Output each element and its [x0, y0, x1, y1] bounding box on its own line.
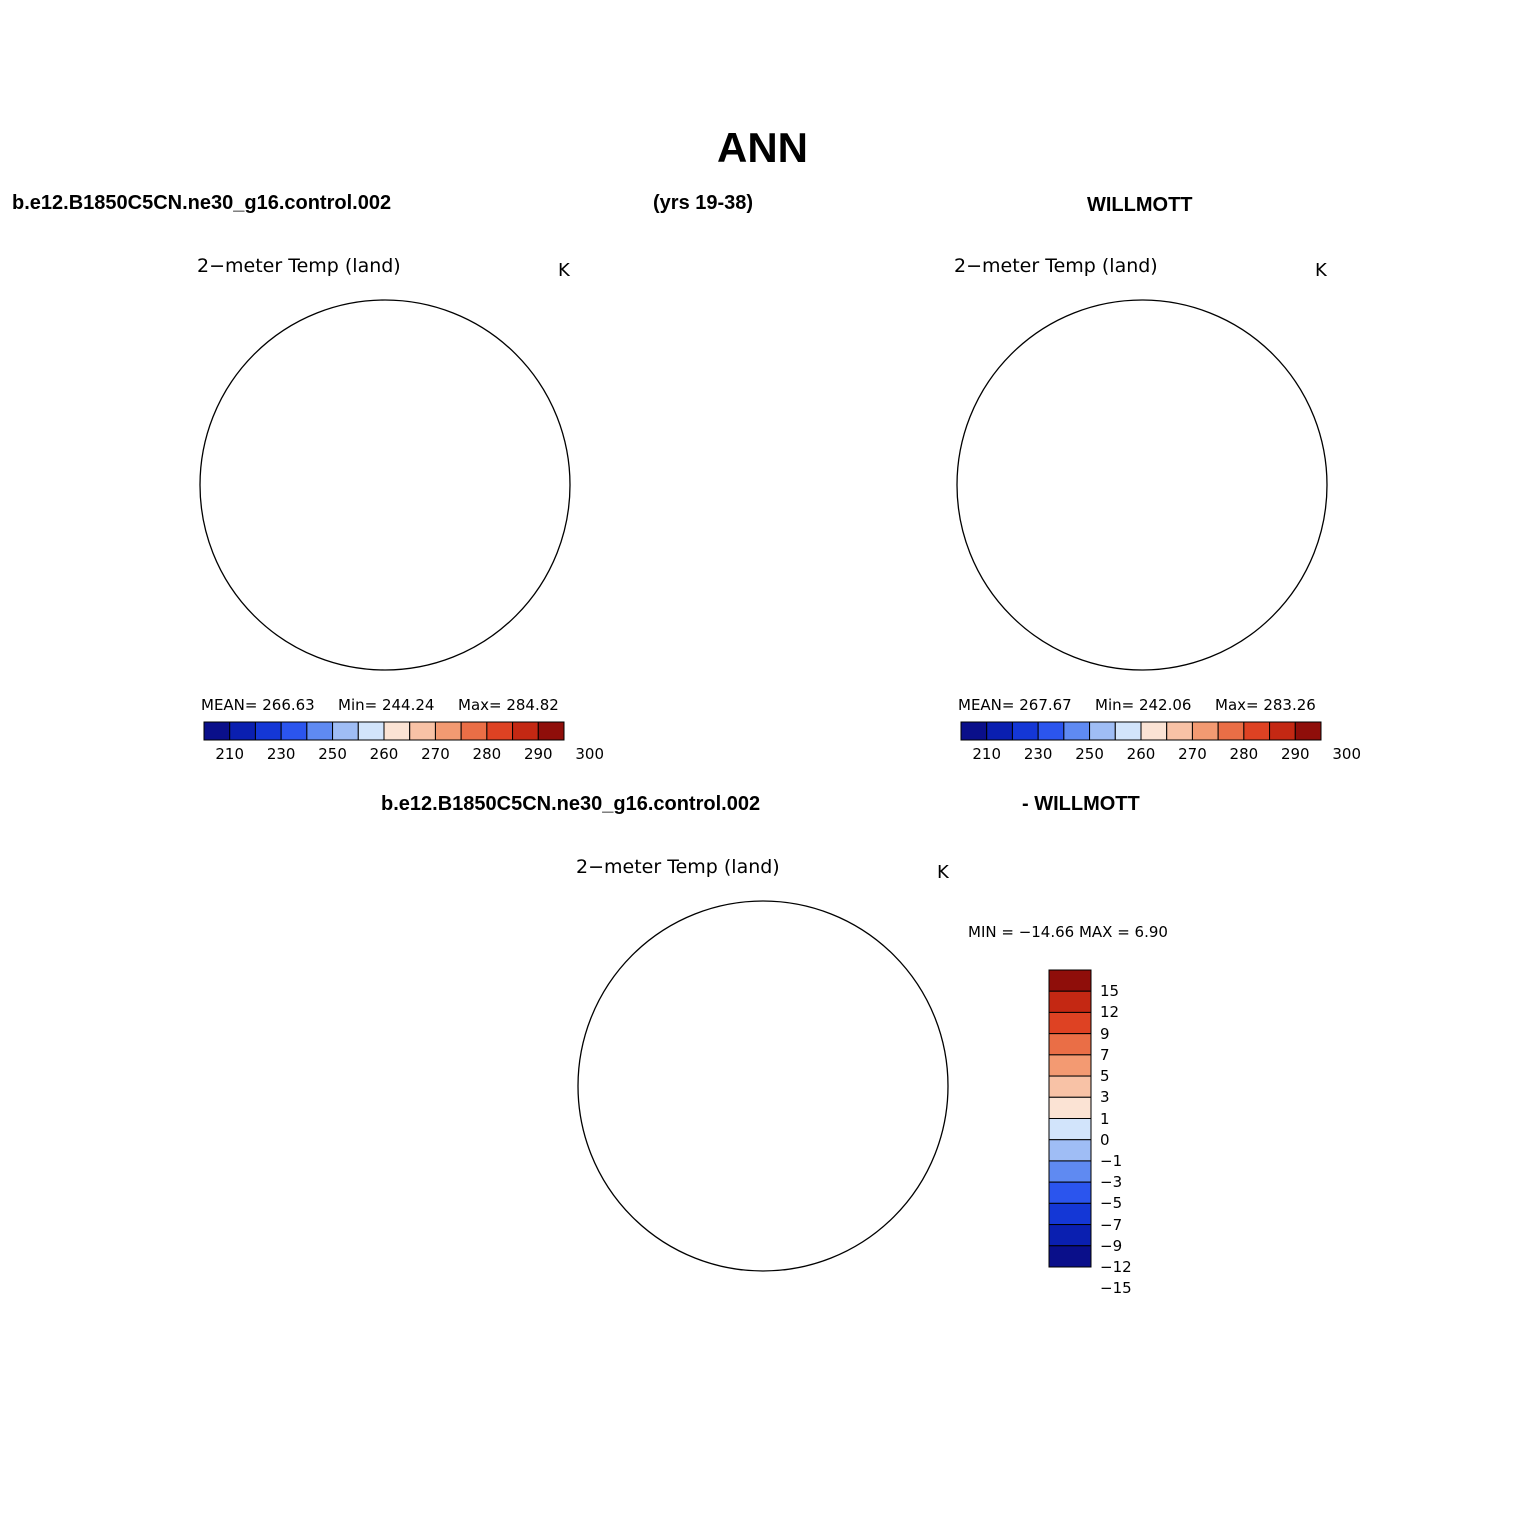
panel2-max: Max= 283.26: [1215, 696, 1316, 714]
colorbar-box: [1269, 721, 1296, 741]
panel2-min: Min= 242.06: [1095, 696, 1192, 714]
panel2-colorbar: [960, 721, 1322, 741]
colorbar-box: [537, 721, 565, 741]
colorbar-tick-label: −3: [1100, 1173, 1123, 1192]
colorbar-box: [1089, 721, 1116, 741]
panel2-units: K: [1315, 260, 1327, 281]
colorbar-box: [1191, 721, 1219, 741]
colorbar-tick-label: 12: [1100, 1003, 1120, 1022]
panel1-mean: MEAN= 266.63: [201, 696, 315, 714]
colorbar-tick-label: 280: [472, 745, 502, 763]
colorbar-tick-label: −1: [1100, 1151, 1123, 1170]
colorbar-tick-label: −5: [1100, 1194, 1123, 1213]
colorbar-box: [1048, 1118, 1092, 1141]
colorbar-box: [1294, 721, 1322, 741]
colorbar-tick-label: −15: [1100, 1279, 1132, 1298]
panel3-units: K: [937, 862, 949, 883]
colorbar-tick-label: 260: [369, 745, 399, 763]
panel3-title: 2−meter Temp (land): [576, 856, 780, 878]
colorbar-box: [1217, 721, 1245, 741]
colorbar-tick-label: 270: [1178, 745, 1207, 763]
colorbar-box: [383, 721, 411, 741]
colorbar-box: [1048, 1075, 1092, 1098]
colorbar-tick-label: 290: [1280, 745, 1310, 763]
colorbar-tick-label: 5: [1100, 1067, 1110, 1086]
colorbar-tick-label: 7: [1100, 1045, 1110, 1064]
colorbar-tick-label: 230: [266, 745, 296, 763]
colorbar-tick-label: 270: [421, 745, 450, 763]
colorbar-box: [1048, 1181, 1092, 1204]
colorbar-box: [1048, 1202, 1092, 1226]
diff-obs-name-header: - WILLMOTT: [1022, 793, 1140, 815]
colorbar-tick-label: 250: [318, 745, 347, 763]
panel1-max: Max= 284.82: [458, 696, 559, 714]
colorbar-box: [460, 721, 488, 741]
colorbar-box: [1243, 721, 1271, 741]
colorbar-box: [357, 721, 385, 741]
panel1-colorbar: [203, 721, 565, 741]
colorbar-box: [512, 721, 539, 741]
colorbar-box: [1140, 721, 1168, 741]
panel1-title: 2−meter Temp (land): [197, 255, 401, 277]
colorbar-tick-label: −12: [1100, 1258, 1132, 1276]
colorbar-tick-label: 3: [1100, 1088, 1110, 1107]
colorbar-box: [1048, 990, 1092, 1013]
colorbar-box: [1048, 1033, 1092, 1056]
colorbar-tick-label: 300: [1332, 745, 1362, 763]
colorbar-box: [1114, 721, 1142, 741]
colorbar-box: [254, 721, 282, 741]
colorbar-tick-label: 290: [523, 745, 553, 763]
colorbar-box: [1166, 721, 1193, 741]
diff-colorbar: [1048, 969, 1092, 1268]
colorbar-tick-label: 260: [1126, 745, 1156, 763]
panel1-min: Min= 244.24: [338, 696, 435, 714]
main-title: ANN: [717, 124, 808, 171]
colorbar-box: [1048, 1096, 1092, 1120]
colorbar-tick-label: 210: [972, 745, 1002, 763]
colorbar-tick-label: 250: [1075, 745, 1104, 763]
colorbar-box: [1048, 969, 1092, 992]
obs-name-header: WILLMOTT: [1087, 194, 1193, 216]
colorbar-tick-label: 280: [1229, 745, 1259, 763]
colorbar-tick-label: 210: [215, 745, 245, 763]
colorbar-box: [1048, 1011, 1092, 1035]
panel2-mean: MEAN= 267.67: [958, 696, 1072, 714]
colorbar-box: [486, 721, 514, 741]
colorbar-tick-label: 230: [1023, 745, 1053, 763]
colorbar-box: [1063, 721, 1091, 741]
panel3-map: [577, 900, 949, 1272]
colorbar-box: [986, 721, 1013, 741]
panel1-units: K: [558, 260, 570, 281]
panel1-map: [199, 299, 571, 671]
colorbar-box: [1037, 721, 1065, 741]
colorbar-tick-label: 0: [1100, 1130, 1110, 1149]
colorbar-tick-label: −9: [1100, 1236, 1123, 1255]
colorbar-box: [1011, 721, 1039, 741]
colorbar-box: [306, 721, 334, 741]
colorbar-tick-label: 9: [1100, 1024, 1110, 1043]
colorbar-tick-label: 300: [575, 745, 605, 763]
panel2-map: [956, 299, 1328, 671]
colorbar-tick-label: 15: [1100, 982, 1120, 1001]
colorbar-box: [280, 721, 308, 741]
colorbar-box: [332, 721, 359, 741]
colorbar-box: [203, 721, 231, 741]
colorbar-box: [409, 721, 436, 741]
colorbar-box: [1048, 1160, 1092, 1183]
colorbar-box: [1048, 1054, 1092, 1077]
panel3-minmax: MIN = −14.66 MAX = 6.90: [968, 923, 1168, 941]
colorbar-box: [960, 721, 988, 741]
colorbar-box: [1048, 1224, 1092, 1247]
diff-case-name-header: b.e12.B1850C5CN.ne30_g16.control.002: [381, 793, 761, 815]
colorbar-tick-label: −7: [1100, 1215, 1123, 1234]
case-name-header: b.e12.B1850C5CN.ne30_g16.control.002: [12, 192, 392, 214]
colorbar-tick-label: 1: [1100, 1109, 1110, 1128]
years-header: (yrs 19-38): [653, 192, 754, 214]
colorbar-box: [434, 721, 462, 741]
panel2-title: 2−meter Temp (land): [954, 255, 1158, 277]
colorbar-box: [229, 721, 256, 741]
colorbar-box: [1048, 1245, 1092, 1268]
colorbar-box: [1048, 1139, 1092, 1162]
